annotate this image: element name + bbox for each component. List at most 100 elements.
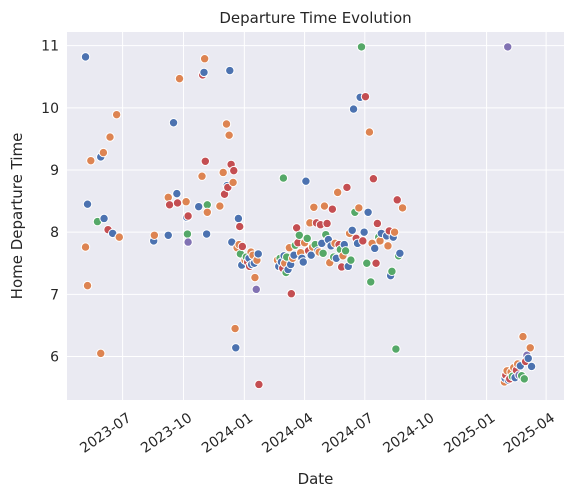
data-point (183, 211, 193, 221)
data-point (80, 242, 91, 252)
x-tick-label: 2023-10 (138, 410, 195, 457)
data-point (286, 289, 297, 299)
data-point (111, 109, 122, 120)
data-point (183, 237, 193, 247)
data-point (525, 343, 535, 353)
data-point (193, 201, 204, 212)
data-point (526, 361, 537, 372)
data-point (302, 233, 312, 244)
data-point (298, 257, 308, 267)
data-point (82, 199, 93, 209)
data-point (228, 177, 238, 188)
data-point (368, 174, 379, 184)
data-point (362, 258, 372, 268)
y-tick-label: 9 (50, 163, 59, 179)
y-tick-label: 10 (41, 101, 59, 117)
data-point (360, 91, 371, 102)
data-point (391, 344, 401, 354)
data-point (383, 241, 393, 251)
data-point (363, 207, 373, 217)
plot-area (67, 32, 564, 400)
y-tick-labels: 6 7 8 9 10 11 (41, 39, 59, 366)
y-gridlines (67, 45, 564, 357)
data-point (163, 230, 173, 240)
data-point (278, 173, 289, 183)
data-points (80, 42, 537, 390)
data-point (503, 42, 513, 52)
data-point (202, 207, 212, 217)
x-tick-labels: 2023-07 2023-10 2024-01 2024-04 2024-07 2024-… (77, 410, 558, 457)
y-tick-label: 7 (50, 287, 59, 303)
x-tick-label: 2024-04 (259, 410, 316, 457)
data-point (250, 272, 260, 283)
data-point (149, 230, 160, 240)
data-point (389, 227, 400, 237)
data-point (201, 229, 212, 239)
data-point (372, 218, 383, 229)
data-point (231, 343, 241, 353)
data-point (523, 353, 533, 364)
data-point (86, 155, 96, 166)
data-point (253, 249, 263, 259)
data-point (371, 258, 381, 268)
data-point (251, 284, 261, 295)
x-tick-label: 2025-01 (441, 410, 498, 457)
data-point (230, 323, 240, 334)
x-tick-label: 2025-04 (501, 410, 558, 457)
data-point (172, 198, 183, 208)
data-point (359, 227, 369, 237)
data-point (254, 379, 264, 390)
data-point (332, 187, 343, 198)
data-point (199, 54, 210, 64)
data-point (370, 243, 380, 254)
data-point (319, 201, 330, 211)
chart-title: Departure Time Evolution (219, 9, 411, 27)
data-point (197, 171, 207, 181)
data-point (327, 204, 338, 214)
data-point (346, 255, 356, 265)
data-point (80, 52, 91, 62)
data-point (318, 248, 328, 258)
data-point (82, 280, 93, 291)
x-tick-label: 2023-07 (77, 410, 134, 457)
data-point (342, 182, 352, 193)
x-tick-label: 2024-01 (199, 410, 256, 457)
data-point (215, 201, 225, 211)
data-point (347, 225, 357, 235)
data-point (340, 246, 351, 256)
y-tick-label: 11 (41, 39, 59, 55)
data-point (105, 132, 115, 142)
data-point (221, 119, 232, 129)
x-tick-label: 2024-10 (380, 410, 437, 457)
data-point (387, 266, 397, 277)
data-point (182, 229, 193, 239)
data-point (519, 374, 529, 384)
data-point (98, 147, 109, 158)
data-point (163, 192, 173, 203)
data-point (164, 200, 175, 210)
data-point (199, 67, 209, 78)
data-point (114, 232, 124, 242)
data-point (301, 176, 311, 186)
data-point (366, 277, 376, 287)
data-point (229, 165, 239, 176)
data-point (168, 118, 179, 128)
data-point (237, 241, 248, 252)
x-axis-title: Date (298, 470, 334, 488)
data-point (294, 230, 304, 240)
data-point (200, 156, 211, 166)
data-point (99, 213, 109, 224)
data-point (395, 248, 405, 258)
data-point (392, 195, 402, 205)
y-axis-title: Home Departure Time (8, 133, 26, 300)
data-point (397, 203, 408, 213)
data-point (356, 42, 367, 52)
data-point (354, 203, 364, 213)
y-tick-label: 8 (50, 225, 59, 241)
data-point (174, 73, 185, 84)
data-point (358, 236, 368, 246)
data-point (181, 197, 191, 207)
data-point (348, 104, 359, 114)
data-point (225, 65, 235, 76)
